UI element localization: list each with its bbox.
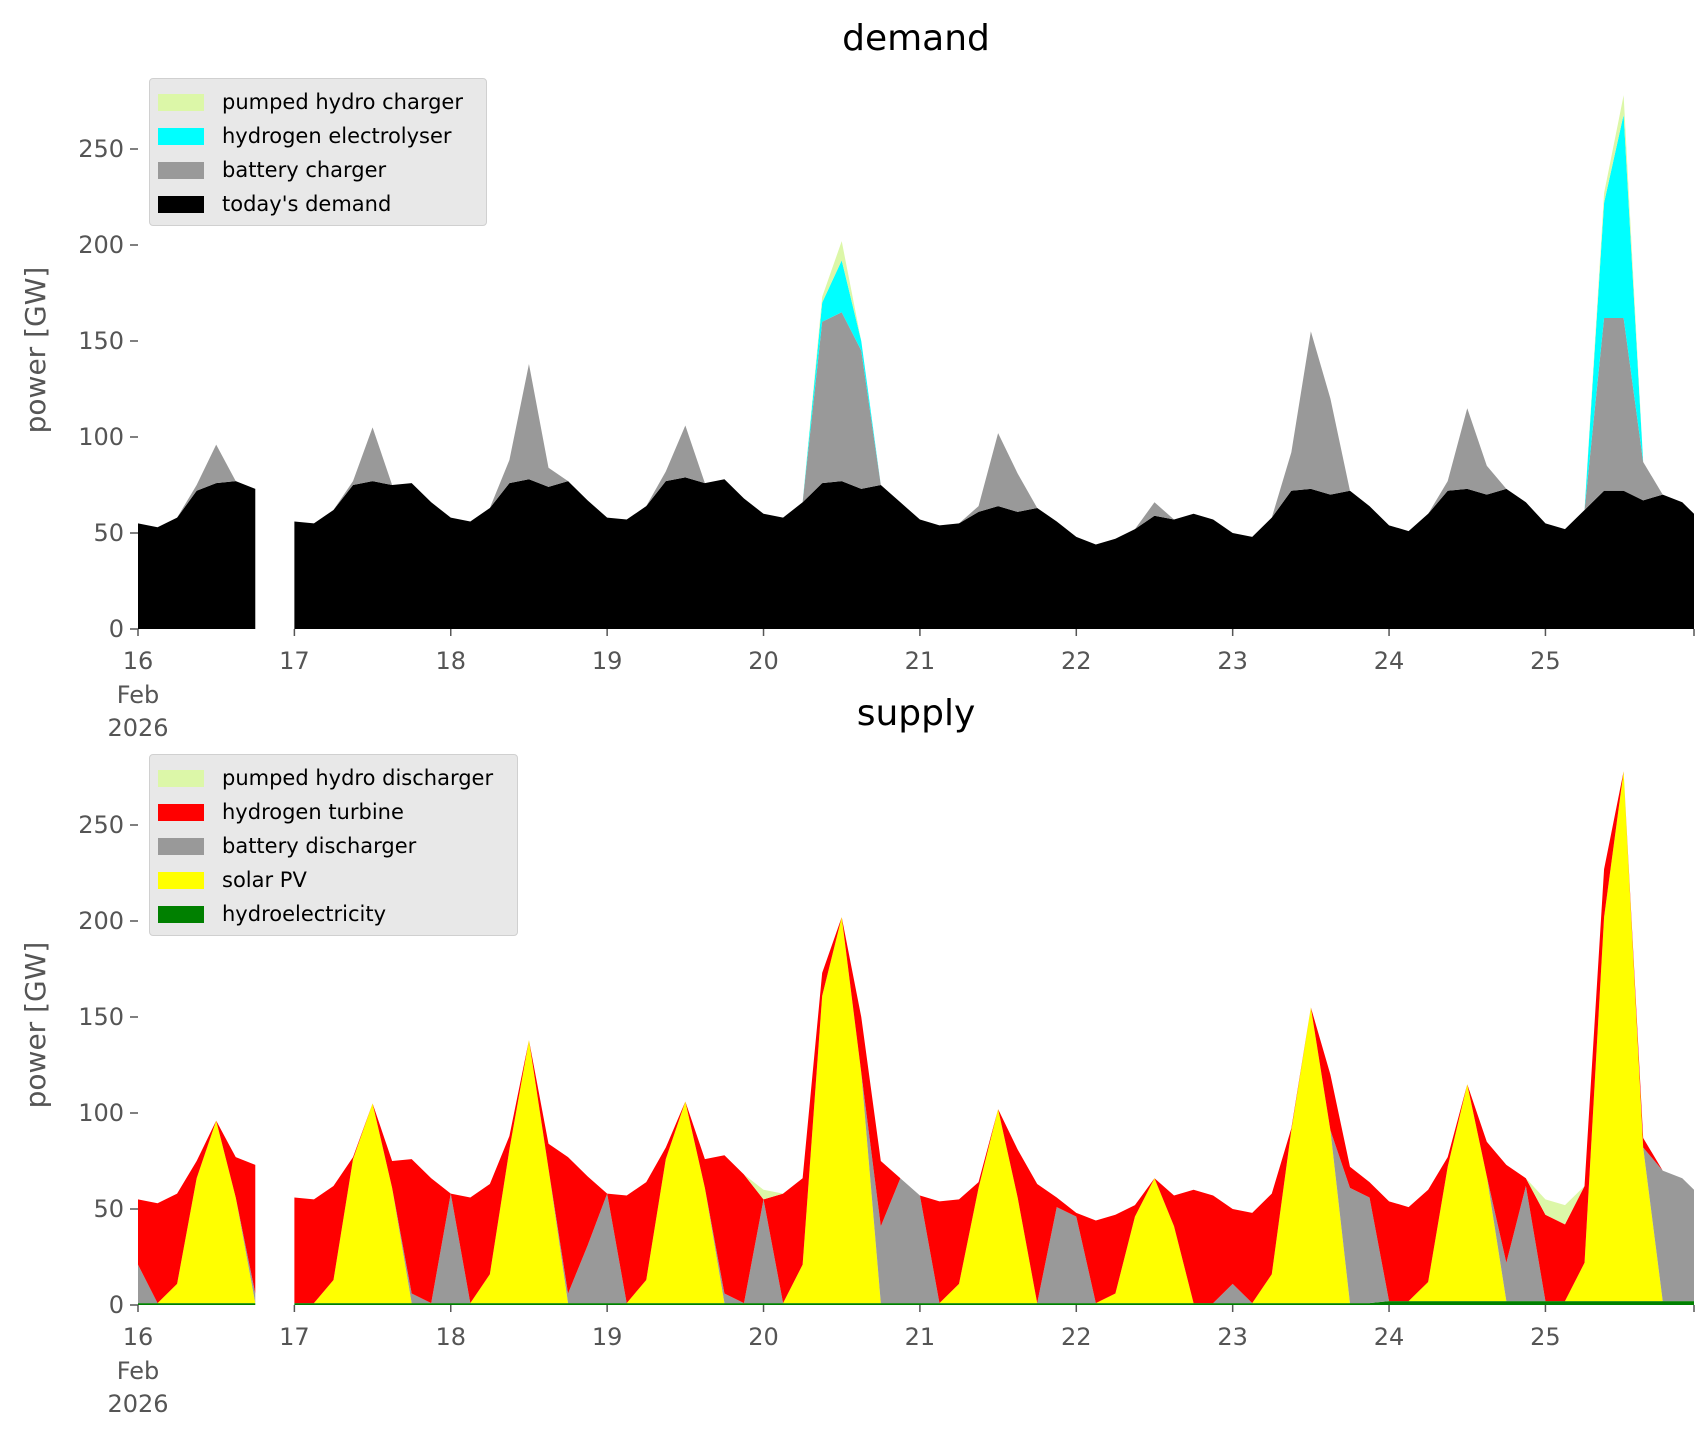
x-tick-label: 23	[1217, 647, 1248, 675]
y-tick-label: 200	[78, 907, 124, 935]
legend-item: solar PV	[158, 863, 507, 897]
x-tick-label: 17	[279, 1323, 310, 1351]
x-tick-sublabel: Feb	[117, 681, 160, 709]
supply-area-hydrogen-turbine	[138, 1120, 256, 1304]
x-tick-label: 21	[905, 647, 936, 675]
legend-swatch	[158, 871, 204, 889]
demand-plot: 0 50 100 150 200 250 16 Feb 2026 17 18 19 20 21 22 23 24…	[78, 95, 1695, 742]
y-tick-label: 250	[78, 135, 124, 163]
y-tick-label: 150	[78, 327, 124, 355]
demand-legend: pumped hydro charger hydrogen electrolyse…	[149, 78, 487, 226]
demand-area-today-s-demand	[294, 477, 1694, 629]
demand-area-battery-charger	[138, 444, 256, 528]
legend-swatch	[158, 905, 204, 923]
y-tick-label: 50	[93, 519, 124, 547]
legend-item: hydrogen electrolyser	[158, 119, 476, 153]
x-tick-label: 18	[435, 1323, 466, 1351]
legend-swatch	[158, 127, 204, 145]
supply-area-solar-pv	[138, 1120, 256, 1304]
legend-swatch	[158, 803, 204, 821]
supply-y-axis-label: power [GW]	[19, 942, 52, 1109]
x-tick-label: 25	[1530, 1323, 1561, 1351]
supply-legend: pumped hydro discharger hydrogen turbine b…	[149, 754, 518, 936]
legend-swatch	[158, 161, 204, 179]
legend-item: battery discharger	[158, 829, 507, 863]
legend-label: pumped hydro charger	[222, 90, 463, 114]
x-tick-label: 20	[748, 647, 779, 675]
y-tick-label: 100	[78, 423, 124, 451]
x-tick-label: 20	[748, 1323, 779, 1351]
legend-label: hydrogen electrolyser	[222, 124, 452, 148]
x-tick-label: 18	[435, 647, 466, 675]
x-tick-label: 16	[123, 1323, 154, 1351]
legend-label: solar PV	[222, 868, 307, 892]
x-tick-label: 22	[1061, 647, 1092, 675]
supply-title: supply	[857, 693, 976, 734]
x-tick-label: 17	[279, 647, 310, 675]
demand-areas	[138, 95, 1694, 629]
legend-label: battery charger	[222, 158, 387, 182]
legend-label: hydroelectricity	[222, 902, 387, 926]
legend-label: battery discharger	[222, 834, 417, 858]
x-tick-label: 19	[592, 1323, 623, 1351]
legend-label: hydrogen turbine	[222, 800, 404, 824]
legend-swatch	[158, 769, 204, 787]
supply-areas	[138, 771, 1694, 1305]
legend-label: pumped hydro discharger	[222, 766, 494, 790]
legend-item: pumped hydro discharger	[158, 761, 507, 795]
x-tick-label: 24	[1374, 647, 1405, 675]
supply-area-hydroelectricity	[138, 1303, 256, 1305]
x-tick-label: 24	[1374, 1323, 1405, 1351]
x-tick-sublabel: 2026	[107, 1390, 168, 1418]
x-tick-label: 16	[123, 647, 154, 675]
x-tick-sublabel: Feb	[117, 1357, 160, 1385]
x-tick-label: 23	[1217, 1323, 1248, 1351]
legend-swatch	[158, 93, 204, 111]
legend-item: today's demand	[158, 187, 476, 221]
supply-area-solar-pv	[294, 771, 1694, 1304]
y-tick-label: 0	[109, 615, 124, 643]
legend-item: pumped hydro charger	[158, 85, 476, 119]
x-tick-label: 19	[592, 647, 623, 675]
y-tick-label: 0	[109, 1291, 124, 1319]
supply-plot: 0 50 100 150 200 250 16 Feb 2026 17 18 19 20 21 22 23 24…	[78, 771, 1695, 1418]
demand-title: demand	[842, 18, 990, 59]
supply-area-hydrogen-turbine	[294, 771, 1694, 1304]
x-tick-label: 22	[1061, 1323, 1092, 1351]
x-tick-sublabel: 2026	[107, 714, 168, 742]
legend-item: hydroelectricity	[158, 897, 507, 931]
y-tick-label: 250	[78, 811, 124, 839]
legend-item: hydrogen turbine	[158, 795, 507, 829]
x-tick-label: 25	[1530, 647, 1561, 675]
legend-label: today's demand	[222, 192, 392, 216]
legend-swatch	[158, 195, 204, 213]
supply-area-hydroelectricity	[294, 1301, 1694, 1305]
legend-swatch	[158, 837, 204, 855]
y-tick-label: 100	[78, 1099, 124, 1127]
demand-area-today-s-demand	[138, 481, 256, 629]
y-tick-label: 50	[93, 1195, 124, 1223]
x-tick-label: 21	[905, 1323, 936, 1351]
y-tick-label: 150	[78, 1003, 124, 1031]
demand-y-axis-label: power [GW]	[19, 267, 52, 434]
demand-area-battery-charger	[294, 312, 1694, 545]
legend-item: battery charger	[158, 153, 476, 187]
y-tick-label: 200	[78, 231, 124, 259]
